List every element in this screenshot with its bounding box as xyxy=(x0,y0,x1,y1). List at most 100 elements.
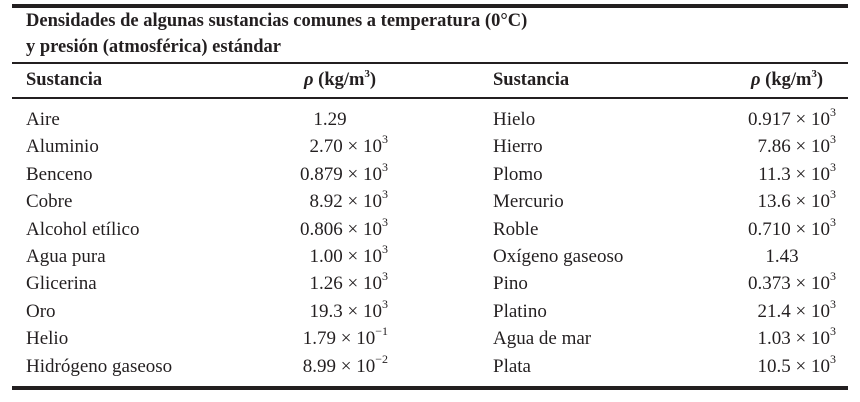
table-row: Helio 1.79 × 10−1 Agua de mar 1.03 × 103 xyxy=(0,325,860,355)
density-value: 1.03 × 103 xyxy=(757,325,836,350)
density-mantissa: 0.806 xyxy=(300,218,343,240)
header-density-right: ρ (kg/m3) xyxy=(751,68,824,91)
substance-name: Alcohol etílico xyxy=(26,218,140,240)
density-value: 0.806 × 103 xyxy=(300,216,388,241)
substance-name: Platino xyxy=(493,300,547,322)
density-value: 10.5 × 103 xyxy=(757,353,836,378)
table-row: Agua pura 1.00 × 103 Oxígeno gaseoso 1.43 xyxy=(0,243,860,273)
density-value: 1.26 × 103 xyxy=(309,270,388,295)
substance-name: Plomo xyxy=(493,163,543,185)
density-unit: (kg/m xyxy=(765,70,812,90)
times-ten: × 10 xyxy=(342,163,382,185)
table-title-line-2: y presión (atmosférica) estándar xyxy=(26,37,282,57)
density-mantissa: 1.43 xyxy=(765,246,799,267)
density-exponent: 3 xyxy=(830,296,836,311)
times-ten: × 10 xyxy=(790,136,830,158)
substance-name: Hierro xyxy=(493,136,543,158)
table-row: Aire 1.29 Hielo 0.917 × 103 xyxy=(0,106,860,136)
density-value: 1.29 xyxy=(300,109,360,131)
density-mantissa: 8.99 xyxy=(302,355,336,377)
density-value: 1.43 xyxy=(752,246,812,268)
density-exponent: 3 xyxy=(830,214,836,229)
table-row: Alcohol etílico 0.806 × 103 Roble 0.710 × 1… xyxy=(0,216,860,246)
density-exponent: 3 xyxy=(382,132,388,147)
substance-name: Pino xyxy=(493,273,528,295)
substance-name: Oxígeno gaseoso xyxy=(493,246,624,267)
times-ten: × 10 xyxy=(790,355,830,377)
times-ten: × 10 xyxy=(790,109,830,130)
substance-name: Benceno xyxy=(26,163,93,185)
density-exponent: 3 xyxy=(830,269,836,284)
times-ten: × 10 xyxy=(790,273,830,295)
table-row: Oro 19.3 × 103 Platino 21.4 × 103 xyxy=(0,298,860,328)
density-value: 0.373 × 103 xyxy=(748,270,836,295)
density-unit-close: ) xyxy=(816,70,824,90)
density-mantissa: 8.92 xyxy=(309,191,343,213)
substance-name: Oro xyxy=(26,300,56,322)
density-mantissa: 19.3 xyxy=(309,300,343,322)
density-mantissa: 0.879 xyxy=(300,163,343,185)
density-unit-exp: 3 xyxy=(364,68,370,80)
substance-name: Hidrógeno gaseoso xyxy=(26,355,173,377)
density-mantissa: 0.373 xyxy=(748,273,791,295)
density-mantissa: 1.00 xyxy=(309,246,343,267)
times-ten: × 10 xyxy=(342,218,382,240)
substance-name: Hielo xyxy=(493,109,536,130)
density-value: 11.3 × 103 xyxy=(758,161,836,186)
header-substance-right: Sustancia xyxy=(493,70,570,90)
density-value: 1.00 × 103 xyxy=(309,243,388,268)
density-mantissa: 21.4 xyxy=(757,300,791,322)
density-exponent: 3 xyxy=(382,242,388,256)
rho-symbol: ρ xyxy=(304,70,314,90)
density-mantissa: 1.26 xyxy=(309,273,343,295)
density-value: 8.92 × 103 xyxy=(309,188,388,213)
density-value: 7.86 × 103 xyxy=(758,133,836,158)
substance-name: Agua pura xyxy=(26,246,106,267)
density-value: 1.79 × 10−1 xyxy=(302,325,388,350)
times-ten: × 10 xyxy=(342,273,382,295)
density-mantissa: 1.79 xyxy=(302,328,336,350)
density-exponent: −1 xyxy=(375,324,388,339)
density-exponent: 3 xyxy=(830,105,836,119)
times-ten: × 10 xyxy=(790,191,830,213)
density-exponent: −2 xyxy=(375,351,388,366)
density-unit-exp: 3 xyxy=(811,68,817,80)
rho-symbol: ρ xyxy=(751,70,761,90)
density-exponent: 3 xyxy=(830,159,836,174)
substance-name: Aluminio xyxy=(26,136,99,158)
times-ten: × 10 xyxy=(342,246,382,267)
substance-name: Roble xyxy=(493,218,539,240)
header-rule xyxy=(12,97,848,99)
density-mantissa: 10.5 xyxy=(757,355,791,377)
substance-name: Aire xyxy=(26,109,60,130)
table-row: Glicerina 1.26 × 103 Pino 0.373 × 103 xyxy=(0,270,860,300)
title-rule xyxy=(12,62,848,64)
times-ten: × 10 xyxy=(790,163,830,185)
times-ten: × 10 xyxy=(336,328,376,350)
substance-name: Plata xyxy=(493,355,531,377)
density-unit-close: ) xyxy=(369,70,377,90)
density-exponent: 3 xyxy=(830,351,836,366)
times-ten: × 10 xyxy=(342,136,382,158)
density-value: 0.917 × 103 xyxy=(748,106,836,131)
top-rule xyxy=(12,4,848,8)
times-ten: × 10 xyxy=(790,328,830,350)
table-title-line-1: Densidades de algunas sustancias comunes… xyxy=(26,11,528,31)
table-row: Cobre 8.92 × 103 Mercurio 13.6 × 103 xyxy=(0,188,860,218)
header-density-left: ρ (kg/m3) xyxy=(304,68,377,91)
density-mantissa: 11.3 xyxy=(758,163,791,185)
density-mantissa: 13.6 xyxy=(757,191,791,213)
density-exponent: 3 xyxy=(382,296,388,311)
density-exponent: 3 xyxy=(382,269,388,284)
density-value: 0.879 × 103 xyxy=(300,161,388,186)
density-unit: (kg/m xyxy=(318,70,365,90)
density-exponent: 3 xyxy=(830,187,836,202)
table-row: Hidrógeno gaseoso 8.99 × 10−2 Plata 10.5 × … xyxy=(0,353,860,383)
substance-name: Cobre xyxy=(26,191,73,213)
density-mantissa: 1.03 xyxy=(757,328,791,350)
density-value: 21.4 × 103 xyxy=(757,298,836,323)
substance-name: Glicerina xyxy=(26,273,97,295)
density-value: 13.6 × 103 xyxy=(757,188,836,213)
density-value: 8.99 × 10−2 xyxy=(302,353,388,378)
density-value: 0.710 × 103 xyxy=(748,216,836,241)
